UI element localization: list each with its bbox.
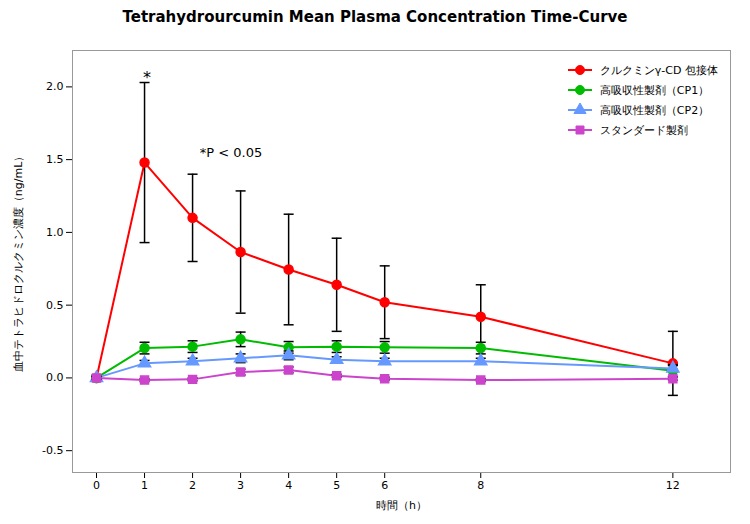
svg-text:12: 12 (666, 479, 680, 492)
html-text:スタンダード製剤: スタンダード製剤 (599, 123, 688, 137)
svg-text:1.0: 1.0 (46, 226, 64, 239)
svg-text:0: 0 (93, 479, 100, 492)
html-text:クルクミンγ-CD 包接体: クルクミンγ-CD 包接体 (599, 63, 718, 77)
svg-text:*: * (143, 68, 151, 87)
svg-text:5: 5 (333, 479, 340, 492)
svg-text:-0.5: -0.5 (42, 444, 63, 457)
svg-text:4: 4 (285, 479, 292, 492)
html-text:Tetrahydrourcumin Mean Plasma: Tetrahydrourcumin Mean Plasma Concentrat… (122, 8, 628, 26)
html-text:高吸収性製剤（CP2）: 高吸収性製剤（CP2） (599, 103, 710, 117)
svg-text:0.0: 0.0 (46, 371, 64, 384)
html-text:高吸収性製剤（CP1）: 高吸収性製剤（CP1） (599, 83, 710, 97)
svg-text:0.5: 0.5 (46, 299, 64, 312)
svg-text:2: 2 (189, 479, 196, 492)
svg-text:血中テトラヒドロクルクミン濃度（ng/mL）: 血中テトラヒドロクルクミン濃度（ng/mL） (12, 151, 25, 373)
svg-text:6: 6 (381, 479, 388, 492)
svg-text:8: 8 (477, 479, 484, 492)
svg-text:*P < 0.05: *P < 0.05 (200, 145, 262, 160)
svg-text:1: 1 (141, 479, 148, 492)
svg-text:時間（h）: 時間（h） (376, 499, 427, 512)
svg-text:1.5: 1.5 (46, 153, 64, 166)
svg-text:3: 3 (237, 479, 244, 492)
svg-text:2.0: 2.0 (46, 80, 64, 93)
